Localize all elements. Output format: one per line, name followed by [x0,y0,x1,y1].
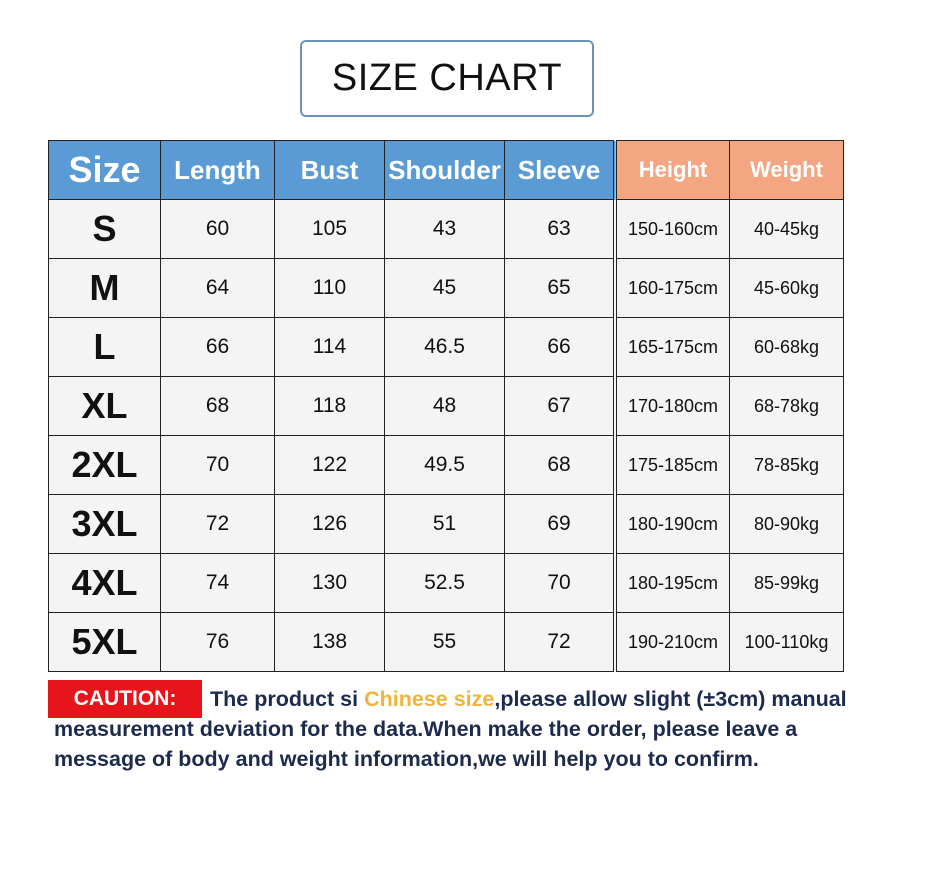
cell-shoulder: 48 [384,376,505,436]
cell-height: 190-210cm [613,612,730,672]
cell-length: 70 [160,435,275,495]
cell-sleeve: 65 [504,258,616,318]
cell-bust: 114 [274,317,385,377]
cell-sleeve: 66 [504,317,616,377]
cell-height: 150-160cm [613,199,730,259]
column-header-sleeve: Sleeve [504,140,616,200]
cell-weight: 100-110kg [729,612,844,672]
cell-height: 175-185cm [613,435,730,495]
note-text-before: The product si [210,687,365,711]
caution-badge: CAUTION: [48,680,202,718]
cell-height: 165-175cm [613,317,730,377]
cell-weight: 45-60kg [729,258,844,318]
note-text-after: ,please allow slight (±3cm) manual measu… [54,687,847,771]
cell-weight: 60-68kg [729,317,844,377]
column-header-weight: Weight [729,140,844,200]
cell-weight: 80-90kg [729,494,844,554]
page-title: SIZE CHART [300,40,594,117]
size-chart-table: Size Length Bust Shoulder Sleeve Height Weight… [48,140,844,672]
size-label: M [48,258,161,318]
caution-note: The product si Chinese size,please allow… [54,684,854,774]
column-header-height: Height [613,140,730,200]
cell-sleeve: 67 [504,376,616,436]
size-label: 3XL [48,494,161,554]
cell-bust: 126 [274,494,385,554]
header-row: Size Length Bust Shoulder Sleeve Height Weight [48,140,844,200]
cell-bust: 110 [274,258,385,318]
cell-length: 60 [160,199,275,259]
note-highlight: Chinese size [364,687,495,711]
cell-bust: 118 [274,376,385,436]
size-label: S [48,199,161,259]
cell-sleeve: 63 [504,199,616,259]
cell-sleeve: 72 [504,612,616,672]
cell-shoulder: 45 [384,258,505,318]
cell-height: 170-180cm [613,376,730,436]
size-label: XL [48,376,161,436]
cell-weight: 40-45kg [729,199,844,259]
size-label: 4XL [48,553,161,613]
cell-sleeve: 68 [504,435,616,495]
table-row: XL 68 118 48 67 170-180cm 68-78kg [48,376,844,436]
cell-length: 76 [160,612,275,672]
cell-weight: 85-99kg [729,553,844,613]
cell-weight: 68-78kg [729,376,844,436]
cell-weight: 78-85kg [729,435,844,495]
cell-bust: 105 [274,199,385,259]
size-label: L [48,317,161,377]
table-row: 3XL 72 126 51 69 180-190cm 80-90kg [48,494,844,554]
table-row: 4XL 74 130 52.5 70 180-195cm 85-99kg [48,553,844,613]
table-row: L 66 114 46.5 66 165-175cm 60-68kg [48,317,844,377]
cell-height: 160-175cm [613,258,730,318]
cell-shoulder: 43 [384,199,505,259]
cell-sleeve: 69 [504,494,616,554]
size-label: 5XL [48,612,161,672]
cell-shoulder: 46.5 [384,317,505,377]
column-header-bust: Bust [274,140,385,200]
table-row: S 60 105 43 63 150-160cm 40-45kg [48,199,844,259]
cell-shoulder: 51 [384,494,505,554]
cell-shoulder: 52.5 [384,553,505,613]
cell-length: 68 [160,376,275,436]
column-header-size: Size [48,140,161,200]
cell-height: 180-195cm [613,553,730,613]
table-row: 2XL 70 122 49.5 68 175-185cm 78-85kg [48,435,844,495]
cell-length: 74 [160,553,275,613]
cell-shoulder: 49.5 [384,435,505,495]
cell-length: 72 [160,494,275,554]
table-row: M 64 110 45 65 160-175cm 45-60kg [48,258,844,318]
cell-length: 66 [160,317,275,377]
cell-length: 64 [160,258,275,318]
cell-sleeve: 70 [504,553,616,613]
cell-bust: 130 [274,553,385,613]
cell-bust: 138 [274,612,385,672]
column-header-length: Length [160,140,275,200]
cell-bust: 122 [274,435,385,495]
cell-height: 180-190cm [613,494,730,554]
column-header-shoulder: Shoulder [384,140,505,200]
table-row: 5XL 76 138 55 72 190-210cm 100-110kg [48,612,844,672]
cell-shoulder: 55 [384,612,505,672]
size-label: 2XL [48,435,161,495]
